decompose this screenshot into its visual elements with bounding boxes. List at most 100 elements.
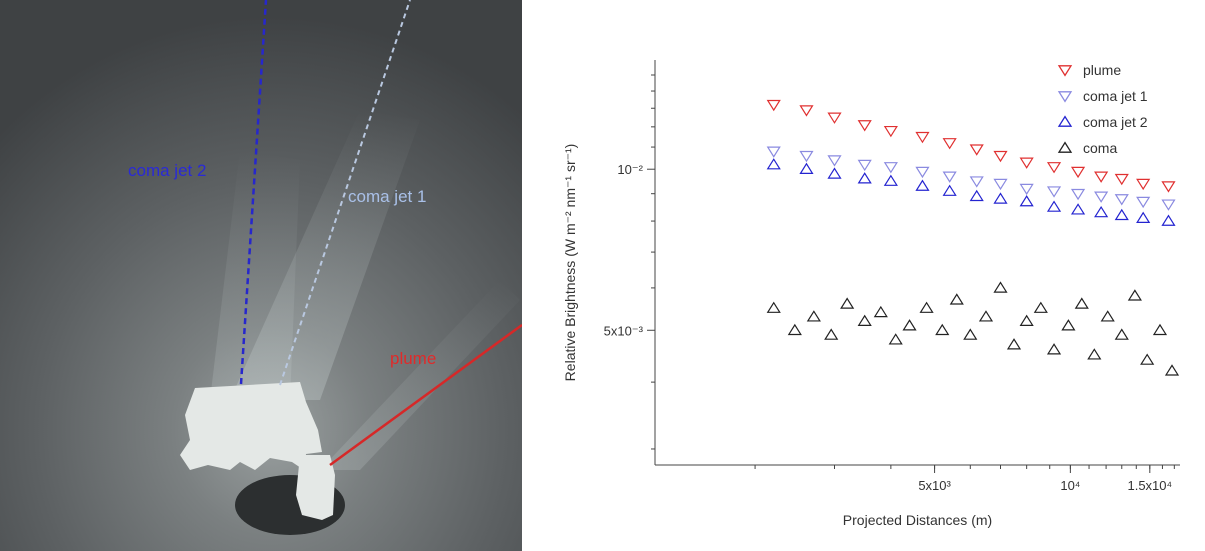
data-point-coma — [1164, 364, 1180, 376]
data-point-coma — [1074, 297, 1089, 309]
data-point-coma — [1152, 323, 1168, 336]
y-tick-group: 10⁻² 5x10⁻³ — [604, 74, 655, 450]
data-point-coma-jet-1 — [1161, 199, 1176, 211]
data-point-coma-jet-1 — [799, 150, 814, 163]
legend-marker — [1057, 91, 1073, 103]
chart-axes — [654, 60, 1180, 466]
legend-label: coma — [1083, 140, 1117, 156]
data-point-coma — [1006, 338, 1022, 350]
data-point-plume — [1019, 157, 1034, 169]
data-point-coma — [993, 281, 1008, 293]
data-point-coma-jet-2 — [1161, 214, 1176, 226]
data-point-coma — [949, 293, 964, 305]
data-point-coma-jet-2 — [1046, 200, 1062, 212]
legend-marker — [1057, 65, 1073, 77]
data-point-coma-jet-1 — [942, 171, 957, 183]
data-point-coma — [978, 310, 994, 322]
brightness-chart: 5x10³ 10⁴ 1.5x10⁴ 10⁻² 5x10⁻³ plume coma jet… — [545, 40, 1200, 545]
comet-image: coma jet 2 coma jet 1 plume — [0, 0, 522, 551]
data-point-coma-jet-1 — [827, 155, 842, 167]
data-point-coma-jet-2 — [915, 179, 930, 191]
data-point-plume — [883, 125, 898, 138]
legend-label: coma jet 2 — [1083, 114, 1148, 130]
data-point-coma-jet-2 — [1019, 195, 1034, 207]
data-point-coma-jet-1 — [857, 159, 872, 172]
x-tick-label: 1.5x10⁴ — [1127, 478, 1172, 493]
y-axis-label: Relative Brightness (W m⁻² nm⁻¹ sr⁻¹) — [562, 144, 578, 382]
data-point-plume — [993, 150, 1008, 163]
data-point-coma-jet-1 — [883, 162, 898, 174]
data-point-coma-jet-1 — [915, 166, 930, 179]
data-point-coma — [787, 323, 802, 336]
data-point-coma-jet-2 — [969, 189, 984, 202]
y-tick-label: 10⁻² — [617, 162, 643, 177]
data-point-coma — [1061, 319, 1076, 331]
data-point-coma-jet-2 — [857, 172, 872, 184]
data-marks — [766, 99, 1180, 376]
data-point-coma — [873, 305, 888, 318]
legend-marker — [1057, 115, 1073, 127]
legend-label: plume — [1083, 62, 1121, 78]
data-point-coma-jet-2 — [1094, 205, 1109, 218]
data-point-coma — [1100, 310, 1115, 322]
plume-line — [329, 323, 522, 467]
chart-svg: 5x10³ 10⁴ 1.5x10⁴ 10⁻² 5x10⁻³ plume coma jet… — [562, 60, 1180, 528]
legend: plume coma jet 1 coma jet 2 coma — [1057, 62, 1148, 156]
data-point-plume — [942, 138, 957, 150]
x-tick-label: 10⁴ — [1060, 478, 1080, 493]
data-point-coma-jet-2 — [766, 158, 781, 170]
data-point-coma — [857, 314, 872, 326]
data-point-coma-jet-1 — [1094, 191, 1109, 203]
data-point-coma-jet-2 — [993, 192, 1008, 204]
data-point-coma — [766, 301, 781, 313]
data-point-coma — [1046, 343, 1062, 355]
data-point-coma-jet-1 — [1136, 196, 1151, 209]
data-point-plume — [766, 99, 781, 112]
data-point-plume — [799, 105, 814, 117]
data-point-coma-jet-1 — [1046, 186, 1062, 198]
coma-jet-2-line — [239, 0, 268, 385]
data-point-coma — [902, 319, 917, 331]
y-tick-label: 5x10⁻³ — [604, 323, 644, 338]
x-tick-group: 5x10³ 10⁴ 1.5x10⁴ — [754, 465, 1175, 493]
data-point-coma-jet-2 — [827, 167, 842, 179]
data-point-coma — [919, 301, 934, 313]
data-point-coma-jet-1 — [1114, 194, 1129, 206]
data-point-coma — [963, 328, 978, 340]
data-point-coma-jet-2 — [1136, 211, 1151, 223]
data-point-plume — [915, 131, 930, 144]
x-tick-label: 5x10³ — [918, 478, 951, 493]
data-point-coma-jet-2 — [942, 184, 957, 196]
data-point-plume — [1114, 173, 1129, 186]
data-point-plume — [1070, 166, 1086, 179]
data-point-coma-jet-2 — [799, 162, 814, 175]
legend-marker — [1057, 141, 1073, 153]
coma-jet-1-label: coma jet 1 — [348, 187, 426, 206]
data-point-coma — [1127, 289, 1142, 301]
data-point-coma-jet-2 — [1114, 208, 1129, 221]
data-point-plume — [827, 112, 842, 124]
data-point-coma-jet-1 — [1019, 183, 1034, 196]
data-point-coma — [1033, 301, 1048, 313]
data-point-coma-jet-1 — [993, 178, 1008, 191]
coma-jet-1-line — [279, 0, 411, 386]
data-point-plume — [1046, 162, 1062, 174]
data-point-coma — [824, 328, 839, 340]
data-point-plume — [969, 144, 984, 156]
comet-photo: coma jet 2 coma jet 1 plume — [0, 0, 522, 551]
data-point-coma — [1087, 348, 1102, 360]
data-point-coma — [806, 310, 821, 322]
data-point-coma — [935, 323, 950, 336]
data-point-coma-jet-1 — [766, 146, 781, 158]
data-point-plume — [1161, 181, 1176, 193]
data-point-coma — [1019, 314, 1034, 326]
legend-label: coma jet 1 — [1083, 88, 1148, 104]
data-point-coma-jet-2 — [1070, 203, 1086, 215]
data-point-coma-jet-2 — [883, 174, 898, 186]
data-point-coma-jet-1 — [1070, 188, 1086, 201]
data-point-coma — [1140, 353, 1155, 365]
plume-label: plume — [390, 349, 436, 368]
data-point-coma — [840, 297, 855, 309]
data-point-coma — [1114, 328, 1129, 340]
data-point-coma — [888, 333, 903, 345]
